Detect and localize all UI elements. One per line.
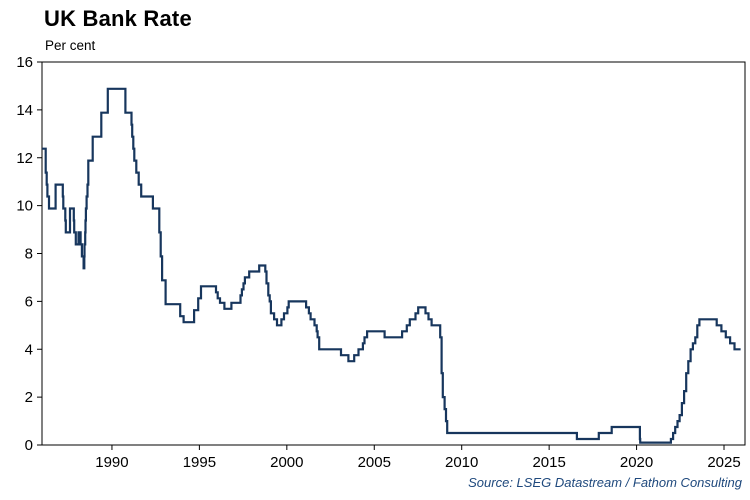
y-tick-label: 10	[16, 198, 33, 215]
y-tick-label: 12	[16, 150, 33, 167]
y-tick-label: 14	[16, 102, 33, 119]
y-tick-label: 6	[25, 293, 33, 310]
y-tick-label: 8	[25, 246, 33, 263]
plot-border	[41, 61, 746, 446]
x-tick-label: 2015	[532, 454, 565, 471]
y-tick-label: 2	[25, 389, 33, 406]
x-tick-label: 1990	[95, 454, 128, 471]
x-tick-label: 1995	[183, 454, 216, 471]
y-tick-label: 0	[25, 437, 33, 454]
chart-subtitle: Per cent	[45, 38, 96, 53]
y-tick-label: 16	[16, 54, 33, 71]
source-attribution: Source: LSEG Datastream / Fathom Consult…	[468, 475, 742, 490]
x-tick-label: 2010	[445, 454, 478, 471]
y-tick-label: 4	[25, 341, 33, 358]
bank-rate-series-line	[42, 87, 741, 444]
x-tick-label: 2005	[358, 454, 391, 471]
x-tick-label: 2025	[707, 454, 740, 471]
x-tick-label: 2020	[620, 454, 653, 471]
chart-title: UK Bank Rate	[44, 6, 192, 31]
x-tick-label: 2000	[270, 454, 303, 471]
